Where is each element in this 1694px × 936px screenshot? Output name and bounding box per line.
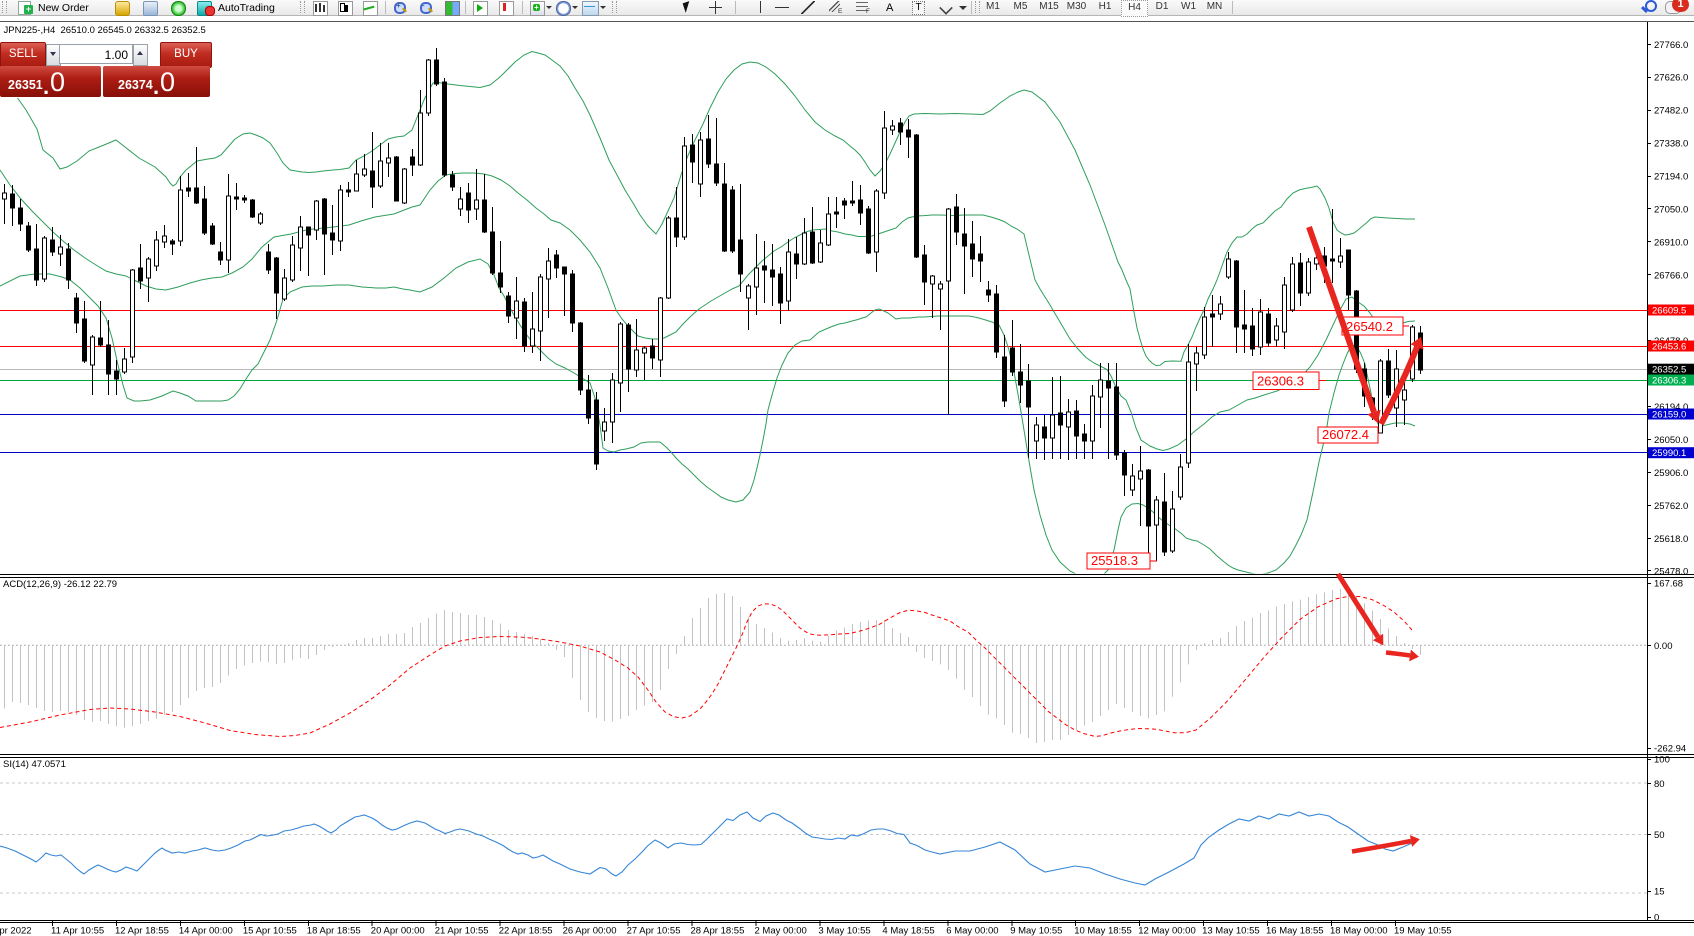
svg-text:-262.94: -262.94 [1654,744,1686,755]
svg-text:14 Apr 00:00: 14 Apr 00:00 [179,926,233,936]
svg-text:6 May 00:00: 6 May 00:00 [946,926,998,936]
svg-text:26194.0: 26194.0 [1654,402,1688,413]
svg-text:27482.0: 27482.0 [1654,106,1688,117]
svg-text:JPN225-,H4 26510.0 26545.0 26: JPN225-,H4 26510.0 26545.0 26332.5 26352… [4,25,206,36]
svg-text:26910.0: 26910.0 [1654,237,1688,248]
svg-text:27 Apr 10:55: 27 Apr 10:55 [627,926,681,936]
svg-text:25906.0: 25906.0 [1654,468,1688,479]
svg-text:26609.5: 26609.5 [1652,306,1686,317]
svg-text:100: 100 [1654,755,1670,766]
svg-text:22 Apr 18:55: 22 Apr 18:55 [499,926,553,936]
svg-text:25478.0: 25478.0 [1654,566,1688,577]
svg-text:26 Apr 00:00: 26 Apr 00:00 [563,926,617,936]
svg-text:27766.0: 27766.0 [1654,40,1688,51]
svg-text:20 Apr 00:00: 20 Apr 00:00 [371,926,425,936]
svg-text:26352.5: 26352.5 [1652,365,1686,376]
svg-text:26159.0: 26159.0 [1652,410,1686,421]
svg-text:0.00: 0.00 [1654,641,1673,652]
svg-text:27338.0: 27338.0 [1654,139,1688,150]
svg-text:18 Apr 18:55: 18 Apr 18:55 [307,926,361,936]
svg-text:167.68: 167.68 [1654,579,1683,590]
svg-text:15 Apr 10:55: 15 Apr 10:55 [243,926,297,936]
svg-text:26766.0: 26766.0 [1654,270,1688,281]
svg-text:28 Apr 18:55: 28 Apr 18:55 [691,926,745,936]
svg-text:9 May 10:55: 9 May 10:55 [1010,926,1062,936]
svg-text:15: 15 [1654,887,1665,898]
svg-text:11 Apr 10:55: 11 Apr 10:55 [51,926,104,936]
svg-text:Apr 2022: Apr 2022 [0,926,32,936]
svg-text:25762.0: 25762.0 [1654,501,1688,512]
svg-text:16 May 18:55: 16 May 18:55 [1266,926,1324,936]
svg-text:50: 50 [1654,830,1665,841]
svg-text:3 May 10:55: 3 May 10:55 [818,926,870,936]
svg-text:27050.0: 27050.0 [1654,204,1688,215]
svg-text:25990.1: 25990.1 [1652,448,1686,459]
svg-text:19 May 10:55: 19 May 10:55 [1394,926,1452,936]
svg-text:26453.6: 26453.6 [1652,342,1686,353]
svg-text:4 May 18:55: 4 May 18:55 [882,926,934,936]
svg-text:12 Apr 18:55: 12 Apr 18:55 [115,926,169,936]
svg-text:13 May 10:55: 13 May 10:55 [1202,926,1260,936]
svg-text:26540.2: 26540.2 [1346,319,1393,334]
svg-text:25618.0: 25618.0 [1654,534,1688,545]
svg-text:27626.0: 27626.0 [1654,73,1688,84]
svg-text:26050.0: 26050.0 [1654,435,1688,446]
svg-text:10 May 18:55: 10 May 18:55 [1074,926,1132,936]
svg-text:SI(14) 47.0571: SI(14) 47.0571 [3,759,66,770]
svg-text:26072.4: 26072.4 [1322,427,1369,442]
svg-text:27194.0: 27194.0 [1654,172,1688,183]
svg-text:25518.3: 25518.3 [1091,553,1138,568]
svg-text:ACD(12,26,9) -26.12 22.79: ACD(12,26,9) -26.12 22.79 [3,579,117,590]
svg-text:18 May 00:00: 18 May 00:00 [1330,926,1388,936]
svg-text:0: 0 [1654,913,1659,924]
svg-text:26306.3: 26306.3 [1652,376,1686,387]
svg-text:12 May 00:00: 12 May 00:00 [1138,926,1196,936]
svg-text:21 Apr 10:55: 21 Apr 10:55 [435,926,489,936]
svg-text:2 May 00:00: 2 May 00:00 [755,926,807,936]
svg-text:80: 80 [1654,779,1665,790]
svg-text:26306.3: 26306.3 [1257,374,1304,389]
